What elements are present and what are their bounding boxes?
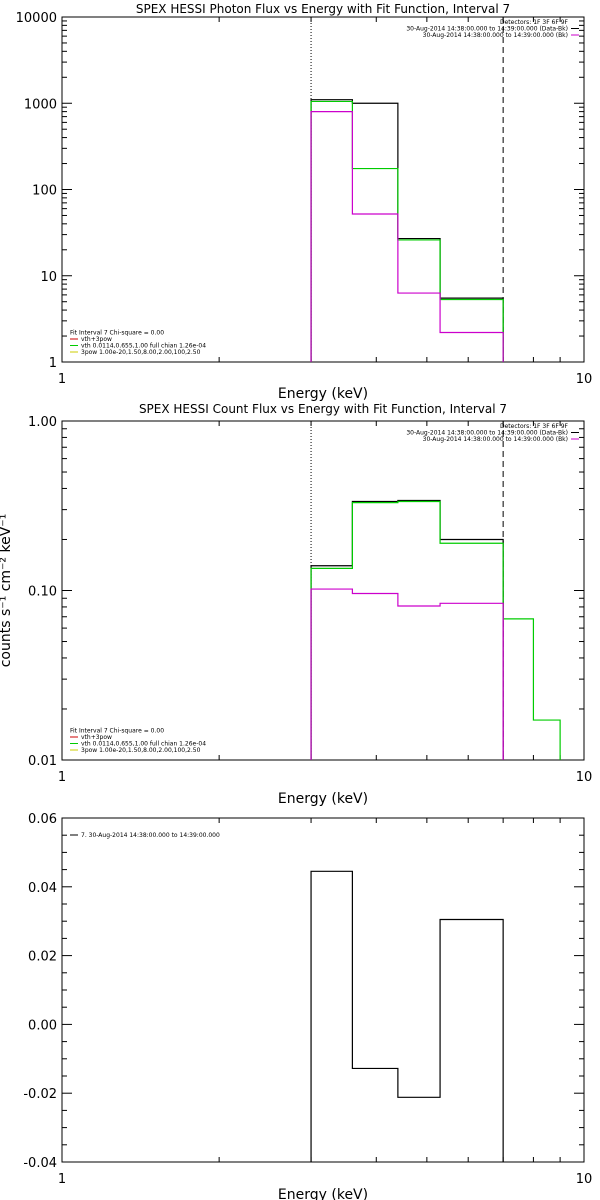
y-tick-label: 1.00 — [28, 415, 57, 430]
y-tick-label: 0.04 — [28, 881, 57, 896]
legend-fit-text: vth+3pow — [81, 336, 112, 343]
legend-fit-text: 7. 30-Aug-2014 14:38:00.000 to 14:39:00.… — [81, 832, 220, 839]
legend-header-text: 30-Aug-2014 14:38:00.000 to 14:39:00.000… — [406, 26, 568, 33]
x-axis-label: Energy (keV) — [278, 791, 368, 807]
y-tick-label: 0.02 — [28, 950, 57, 965]
legend-fit-text: Fit Interval 7 Chi-square = 0.00 — [70, 330, 164, 337]
series-line — [310, 111, 504, 362]
y-tick-label: 0.10 — [28, 585, 57, 600]
series-line — [310, 870, 504, 1162]
y-tick-label: 0.06 — [28, 812, 57, 827]
y-tick-label: 10000 — [16, 11, 57, 26]
series-line — [310, 499, 504, 760]
y-tick-label: 1 — [49, 356, 57, 371]
legend-header-text: 30-Aug-2014 14:38:00.000 to 14:39:00.000… — [423, 436, 568, 443]
series-line — [310, 100, 504, 362]
chart-title: SPEX HESSI Photon Flux vs Energy with Fi… — [136, 2, 510, 16]
series-line — [310, 99, 504, 362]
legend-fit-text: 3pow 1.00e-20,1.50,8.00,2.00,100,2.50 — [81, 349, 201, 356]
legend-header-text: Detectors: 1F 3F 6F 9F — [500, 19, 569, 26]
y-tick-label: 0.00 — [28, 1018, 57, 1033]
legend-fit-text: 3pow 1.00e-20,1.50,8.00,2.00,100,2.50 — [81, 747, 201, 754]
y-tick-label: 10 — [40, 270, 57, 285]
y-tick-label: 1000 — [24, 97, 57, 112]
x-tick-label: 1 — [58, 770, 66, 785]
x-axis-label: Energy (keV) — [278, 386, 368, 402]
plot-frame — [61, 420, 585, 761]
chart-3 — [61, 817, 585, 1163]
y-tick-label: -0.04 — [23, 1156, 57, 1171]
x-tick-label: 1 — [58, 1172, 66, 1187]
y-tick-label: 0.01 — [28, 754, 57, 769]
x-tick-label: 1 — [58, 372, 66, 387]
chart-1 — [61, 16, 585, 363]
y-tick-label: 100 — [32, 184, 57, 199]
legend-header-text: 30-Aug-2014 14:38:00.000 to 14:39:00.000… — [423, 32, 568, 39]
legend-header-text: Detectors: 1F 3F 6F 9F — [500, 423, 569, 430]
plot-frame — [61, 817, 585, 1163]
legend-fit-text: vth 0.0114,0.655,1.00 full chian 1.26e-0… — [81, 741, 206, 748]
x-tick-label: 10 — [576, 770, 593, 785]
x-tick-label: 10 — [576, 1172, 593, 1187]
chart-title: SPEX HESSI Count Flux vs Energy with Fit… — [139, 402, 507, 416]
legend-fit-text: vth+3pow — [81, 734, 112, 741]
plot-frame — [61, 16, 585, 363]
series-line — [310, 588, 504, 760]
series-line — [310, 500, 561, 760]
legend-header-text: 30-Aug-2014 14:38:00.000 to 14:39:00.000… — [406, 430, 568, 437]
x-axis-label: Energy (keV) — [278, 1187, 368, 1200]
y-axis-label: counts s⁻¹ cm⁻² keV⁻¹ — [0, 514, 14, 668]
legend-fit-text: vth 0.0114,0.655,1.00 full chian 1.26e-0… — [81, 343, 206, 350]
legend-fit-text: Fit Interval 7 Chi-square = 0.00 — [70, 728, 164, 735]
y-tick-label: -0.02 — [23, 1087, 57, 1102]
x-tick-label: 10 — [576, 372, 593, 387]
chart-2 — [61, 420, 585, 761]
